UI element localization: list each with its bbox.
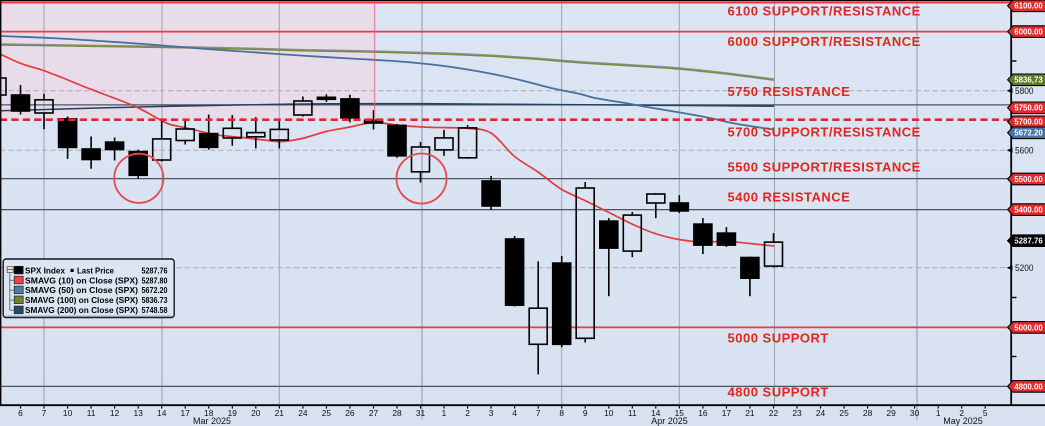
svg-text:25: 25 [839,408,849,418]
svg-text:5500 SUPPORT/RESISTANCE: 5500 SUPPORT/RESISTANCE [728,160,921,175]
svg-text:5700 SUPPORT/RESISTANCE: 5700 SUPPORT/RESISTANCE [728,125,921,140]
svg-text:26: 26 [345,408,355,418]
svg-text:19: 19 [228,408,238,418]
svg-text:5672.20: 5672.20 [142,285,168,295]
svg-text:6000 SUPPORT/RESISTANCE: 6000 SUPPORT/RESISTANCE [728,34,921,49]
svg-text:SPX Index: SPX Index [25,265,65,275]
svg-text:17: 17 [181,408,191,418]
svg-text:May 2025: May 2025 [943,416,983,426]
svg-text:8: 8 [559,408,564,418]
svg-text:4800 SUPPORT: 4800 SUPPORT [728,384,829,399]
svg-text:20: 20 [251,408,261,418]
svg-text:5000 SUPPORT: 5000 SUPPORT [728,330,829,345]
svg-text:5748.58: 5748.58 [142,305,168,315]
svg-text:10: 10 [604,408,614,418]
svg-text:SMAVG (100) on Close (SPX): SMAVG (100) on Close (SPX) [25,295,138,305]
svg-text:30: 30 [910,408,920,418]
svg-text:7: 7 [42,408,47,418]
svg-text:15: 15 [675,408,685,418]
svg-text:9: 9 [583,408,588,418]
svg-text:5672.20: 5672.20 [1014,129,1043,138]
svg-text:14: 14 [157,408,167,418]
svg-text:25: 25 [322,408,332,418]
svg-text:13: 13 [134,408,144,418]
svg-text:SMAVG (200) on Close (SPX): SMAVG (200) on Close (SPX) [25,305,138,315]
svg-text:5287.76: 5287.76 [142,265,168,275]
svg-text:21: 21 [275,408,285,418]
svg-text:Last Price: Last Price [77,265,114,275]
svg-text:6: 6 [18,408,23,418]
svg-text:12: 12 [110,408,120,418]
svg-text:16: 16 [698,408,708,418]
svg-text:24: 24 [298,408,308,418]
svg-text:5836.73: 5836.73 [142,295,168,305]
svg-text:10: 10 [63,408,73,418]
svg-text:SMAVG (10) on Close (SPX): SMAVG (10) on Close (SPX) [25,275,138,285]
svg-text:6000.00: 6000.00 [1014,28,1043,37]
svg-text:2: 2 [959,408,964,418]
svg-text:7: 7 [536,408,541,418]
svg-text:5600: 5600 [1015,145,1034,155]
svg-text:Mar 2025: Mar 2025 [193,416,231,426]
svg-text:18: 18 [204,408,214,418]
svg-text:5836,73: 5836,73 [1014,76,1043,85]
svg-text:21: 21 [745,408,755,418]
svg-text:28: 28 [392,408,402,418]
svg-text:17: 17 [722,408,732,418]
svg-text:5: 5 [983,408,988,418]
svg-text:5800: 5800 [1015,86,1034,96]
svg-text:5000.00: 5000.00 [1014,323,1043,332]
svg-text:22: 22 [769,408,779,418]
svg-text:2: 2 [465,408,470,418]
svg-text:5700.00: 5700.00 [1014,118,1043,127]
svg-text:4800.00: 4800.00 [1014,382,1043,391]
svg-text:11: 11 [87,408,96,418]
svg-text:Apr 2025: Apr 2025 [651,416,688,426]
svg-text:5200: 5200 [1015,263,1034,273]
svg-text:1: 1 [936,408,941,418]
svg-text:6100 SUPPORT/RESISTANCE: 6100 SUPPORT/RESISTANCE [728,4,921,19]
svg-text:SMAVG (50) on Close (SPX): SMAVG (50) on Close (SPX) [25,285,138,295]
svg-text:31: 31 [416,408,426,418]
svg-text:5400.00: 5400.00 [1014,206,1043,215]
svg-text:5750 RESISTANCE: 5750 RESISTANCE [728,84,851,99]
svg-text:11: 11 [628,408,637,418]
svg-text:5287.80: 5287.80 [142,275,168,285]
svg-text:29: 29 [886,408,896,418]
svg-text:6100.00: 6100.00 [1014,2,1043,11]
svg-text:5500.00: 5500.00 [1014,175,1043,184]
svg-text:5287.76: 5287.76 [1014,237,1043,246]
svg-text:4: 4 [512,408,517,418]
svg-text:5750.00: 5750.00 [1014,104,1043,113]
svg-text:14: 14 [651,408,661,418]
svg-text:23: 23 [792,408,802,418]
svg-text:24: 24 [816,408,826,418]
svg-text:27: 27 [369,408,379,418]
svg-text:5400 RESISTANCE: 5400 RESISTANCE [728,190,851,205]
svg-text:28: 28 [863,408,873,418]
svg-text:1: 1 [442,408,447,418]
svg-text:3: 3 [489,408,494,418]
